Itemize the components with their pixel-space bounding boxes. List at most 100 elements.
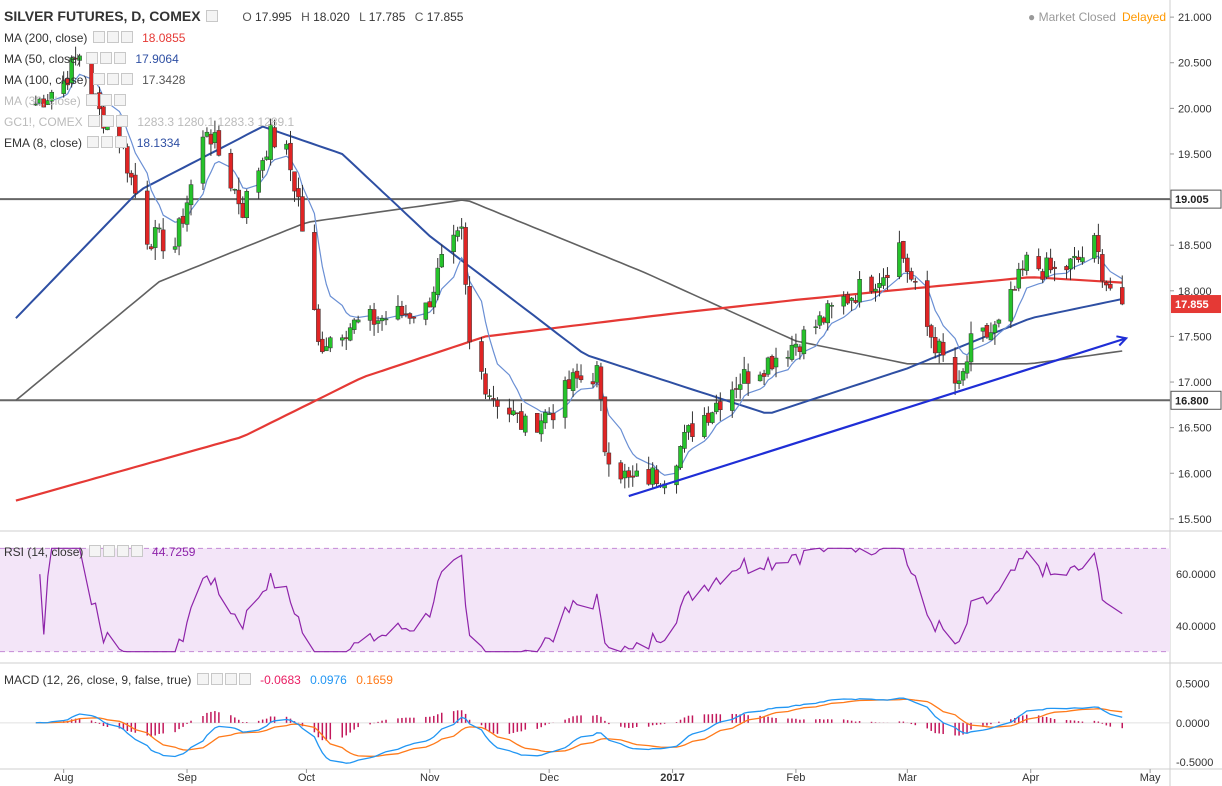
candle-body [491,398,496,400]
candle-body [594,365,600,383]
legend-ma200[interactable]: MA (200, close) 18.0855 [4,31,186,45]
close-icon[interactable] [114,94,127,106]
candle-body [328,337,333,349]
eye-icon[interactable] [92,31,105,43]
candle-body [646,469,651,485]
candle-body [1064,266,1069,271]
candle-body [483,373,488,395]
legend-rsi[interactable]: RSI (14, close) 44.7259 [4,545,196,559]
close-icon[interactable] [120,73,133,85]
candle-body [292,171,297,192]
level-label: 19.005 [1175,194,1209,206]
eye-icon[interactable] [86,52,99,64]
y-tick-label: 20.500 [1178,58,1212,70]
candle-body [439,254,444,268]
rsi-tick-label: 40.0000 [1176,621,1216,633]
candle-body [511,410,516,415]
candle-body [1100,254,1105,282]
ohlc-readout: O 17.995 H 18.020 L 17.785 C 17.855 [242,10,464,24]
eye-icon[interactable] [196,673,209,685]
candle-body [817,315,823,326]
ema8-line [35,73,1123,476]
candle-body [347,327,353,341]
settings-icon[interactable] [210,673,223,685]
candle-body [538,420,544,435]
legend-ma50[interactable]: MA (50, close) 17.9064 [4,52,179,66]
legend-macd[interactable]: MACD (12, 26, close, 9, false, true) -0.… [4,673,393,687]
candle-body [1108,283,1113,289]
candle-body [399,305,405,316]
legend-ma100[interactable]: MA (100, close) 17.3428 [4,73,186,87]
close-icon[interactable] [114,52,127,64]
candle-body [435,267,441,296]
eye-icon[interactable] [88,115,101,127]
candle-body [789,344,795,360]
x-tick-label: Nov [420,772,440,784]
settings-icon[interactable] [106,31,119,43]
y-tick-label: 16.000 [1178,468,1212,480]
eye-icon[interactable] [86,94,99,106]
close-icon[interactable] [130,545,143,557]
candle-body [1008,289,1014,322]
eye-icon[interactable] [92,73,105,85]
level-label-box [1170,189,1222,209]
candle-body [379,318,385,322]
candle-body [427,301,433,308]
legend-ma30[interactable]: MA (30, close) [4,94,127,108]
settings-icon[interactable] [101,136,114,148]
add-icon[interactable] [224,673,237,685]
candle-body [1068,258,1073,270]
candle-body [1036,256,1041,270]
candle-body [729,389,735,411]
candle-body [133,174,138,194]
y-tick-label: 16.500 [1178,423,1212,435]
candle-body [546,413,552,415]
candle-body [240,203,246,218]
candle-body [745,371,751,384]
ma100-line [15,199,1123,401]
legend-ema[interactable]: EMA (8, close) 18.1334 [4,136,181,150]
candle-body [320,338,325,353]
candle-body [236,189,242,205]
settings-icon[interactable] [100,94,113,106]
candle-body [312,232,317,310]
delayed-label: Delayed [1121,10,1166,24]
candle-body [1119,287,1125,305]
candle-body [952,357,958,384]
settings-icon[interactable] [102,115,115,127]
close-icon[interactable] [120,31,133,43]
trendline-arrowhead [1116,335,1129,347]
candle-body [316,308,321,342]
settings-icon[interactable] [106,73,119,85]
close-icon[interactable] [115,136,128,148]
candle-body [1048,257,1053,271]
candle-body [821,317,827,323]
eye-icon[interactable] [88,545,101,557]
candle-body [550,412,556,421]
candle-body [1020,268,1026,271]
settings-icon[interactable] [206,10,219,22]
y-tick-label: 17.000 [1178,377,1212,389]
candle-body [988,332,994,341]
candle-body [765,357,771,375]
candle-body [622,470,628,479]
candle-body [180,215,186,224]
candle-body [590,381,596,385]
candle-body [602,396,608,453]
candle-body [507,407,512,415]
legend-gold[interactable]: GC1!, COMEX 1283.3 1280.1 1283.3 1289.1 [4,115,295,129]
candle-body [761,373,767,377]
candle-body [674,465,679,486]
add-icon[interactable] [116,545,129,557]
close-icon[interactable] [116,115,129,127]
close-icon[interactable] [238,673,251,685]
candle-body [455,230,460,237]
x-tick-label: Aug [54,772,74,784]
symbol-title[interactable]: SILVER FUTURES, D, COMEX [4,8,201,24]
candle-body [339,337,345,341]
settings-icon[interactable] [102,545,115,557]
candle-body [706,412,711,423]
settings-icon[interactable] [100,52,113,64]
eye-icon[interactable] [87,136,100,148]
